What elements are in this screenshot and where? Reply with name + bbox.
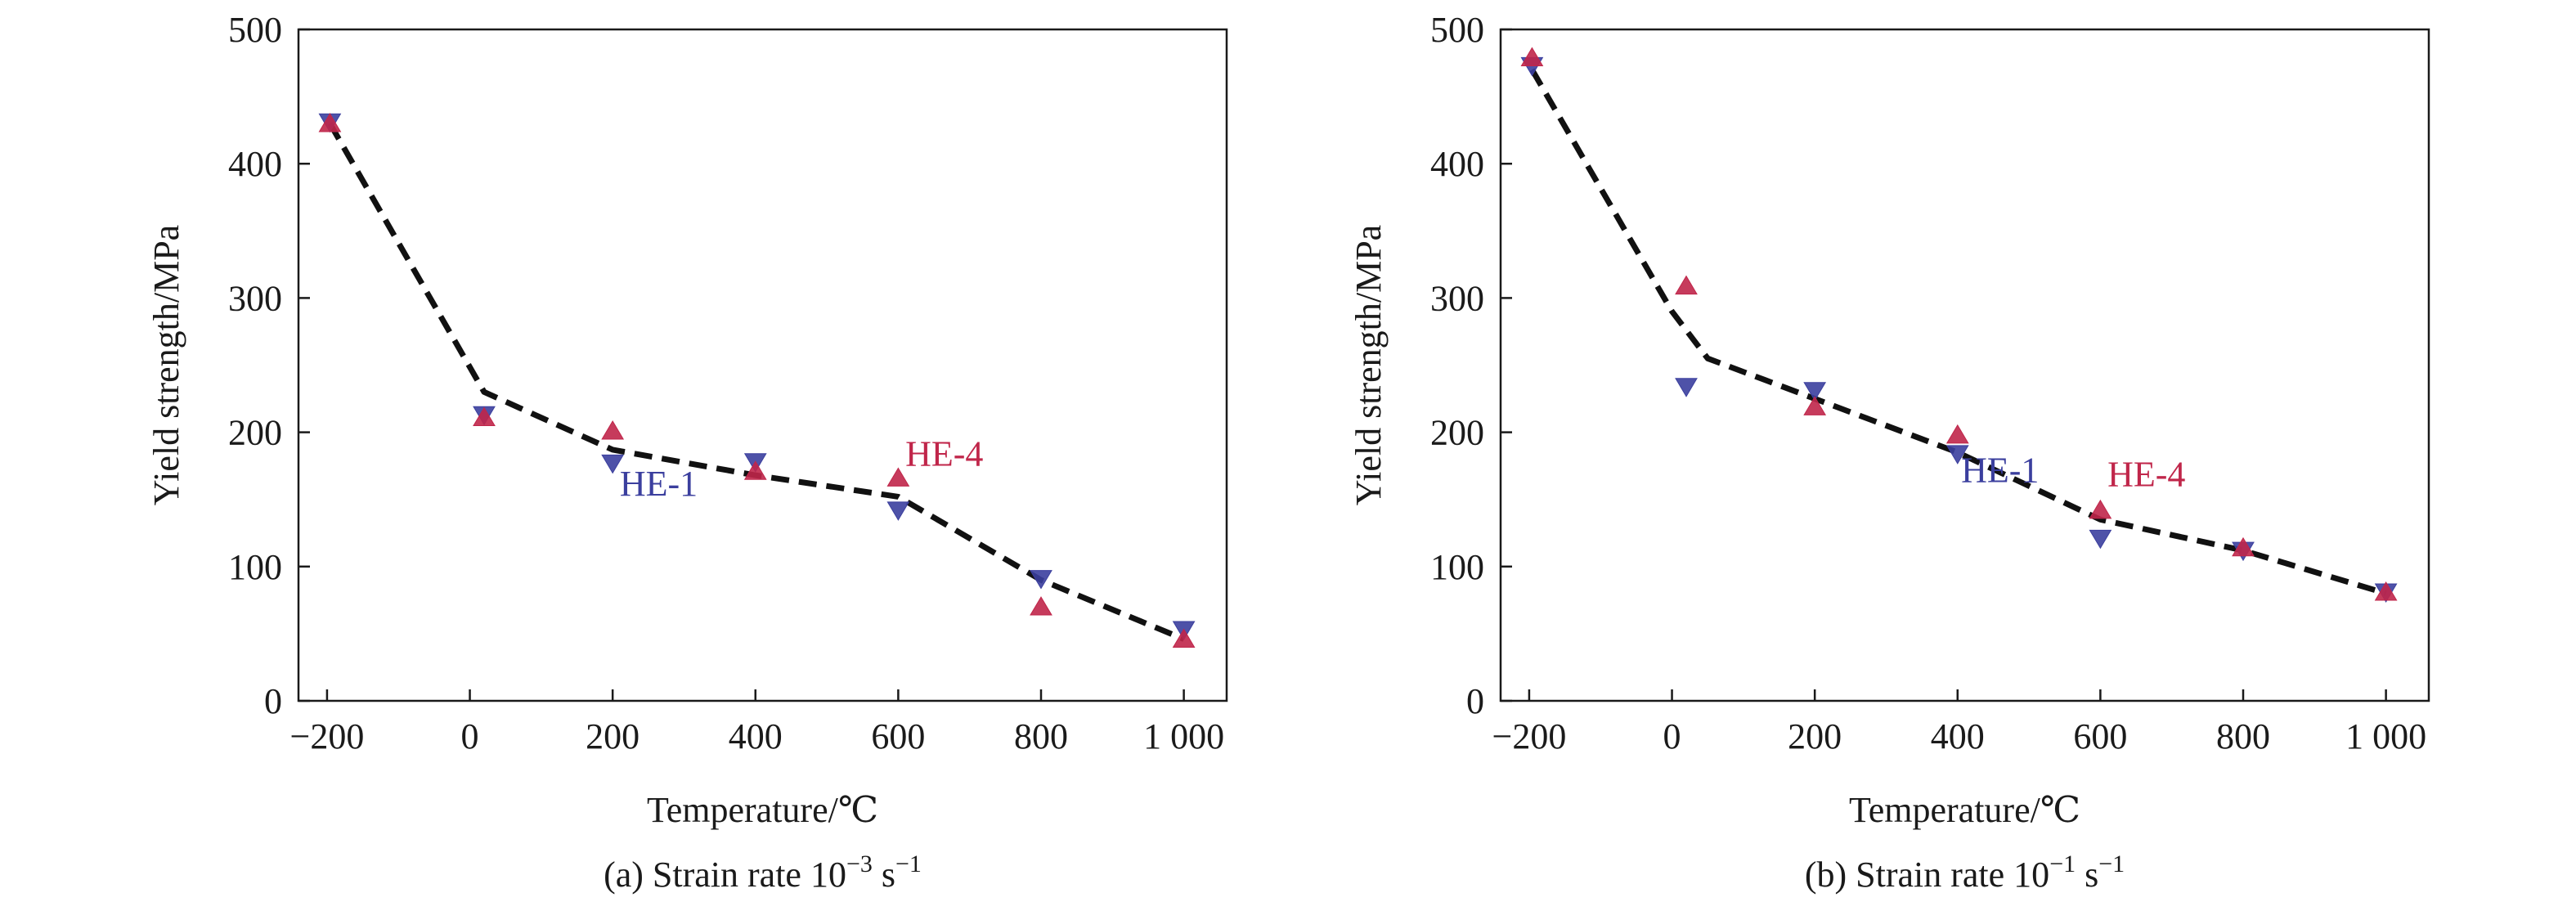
series-annotation-he-4: HE-4 xyxy=(905,434,983,474)
chart-caption: (a) Strain rate 10−3 s−1 xyxy=(604,850,922,895)
plot-frame xyxy=(1499,28,2430,702)
x-tick-label: 400 xyxy=(729,716,783,756)
y-tick-label: 200 xyxy=(1430,413,1484,453)
x-tick-label: 800 xyxy=(1014,716,1068,756)
x-axis-label: Temperature/℃ xyxy=(647,790,878,830)
marker-he-4 xyxy=(743,460,767,480)
marker-he-1 xyxy=(886,501,910,521)
marker-he-4 xyxy=(1675,275,1698,295)
marker-he-4 xyxy=(1172,628,1196,648)
marker-he-4 xyxy=(318,112,342,132)
series-annotation-he-1: HE-1 xyxy=(1961,450,2039,490)
y-tick-label: 500 xyxy=(1430,10,1484,50)
x-axis-label: Temperature/℃ xyxy=(1849,790,2080,830)
marker-he-4 xyxy=(2232,536,2255,557)
series-annotation-he-4: HE-4 xyxy=(2107,454,2185,494)
y-tick-label: 0 xyxy=(264,681,282,721)
chart-caption: (b) Strain rate 10−1 s−1 xyxy=(1805,850,2125,895)
y-tick-label: 100 xyxy=(1430,547,1484,587)
marker-he-4 xyxy=(1803,396,1827,415)
y-tick-label: 300 xyxy=(228,278,282,318)
x-tick-label: 200 xyxy=(1788,716,1842,756)
marker-he-4 xyxy=(473,406,496,427)
y-tick-label: 300 xyxy=(1430,278,1484,318)
marker-he-4 xyxy=(1520,47,1544,66)
marker-he-1 xyxy=(1945,445,1969,464)
y-axis-label: Yield strength/MPa xyxy=(1349,225,1389,505)
x-tick-label: 0 xyxy=(461,716,479,756)
marker-he-1 xyxy=(1030,570,1052,590)
x-tick-label: 800 xyxy=(2216,716,2270,756)
trend-line xyxy=(327,122,1185,642)
x-tick-label: 1 000 xyxy=(2345,716,2426,756)
y-tick-label: 500 xyxy=(228,10,282,50)
marker-he-4 xyxy=(601,420,625,440)
y-tick-label: 200 xyxy=(228,413,282,453)
plot-frame xyxy=(297,28,1228,702)
trend-line xyxy=(1529,68,2387,596)
marker-he-1 xyxy=(601,454,625,474)
x-tick-label: 600 xyxy=(871,716,925,756)
x-tick-label: 400 xyxy=(1931,716,1985,756)
y-tick-label: 0 xyxy=(1466,681,1484,721)
x-tick-label: 1 000 xyxy=(1143,716,1224,756)
marker-he-1 xyxy=(1675,378,1698,397)
y-tick-label: 400 xyxy=(228,144,282,184)
marker-he-1 xyxy=(2089,529,2112,550)
marker-he-4 xyxy=(2089,499,2112,519)
series-annotation-he-1: HE-1 xyxy=(620,464,698,504)
x-tick-label: 200 xyxy=(586,716,640,756)
x-tick-label: −200 xyxy=(1492,716,1567,756)
x-tick-label: 0 xyxy=(1663,716,1681,756)
y-axis-label: Yield strength/MPa xyxy=(146,225,186,505)
marker-he-4 xyxy=(2374,581,2398,601)
marker-he-4 xyxy=(886,467,910,487)
marker-he-4 xyxy=(1030,596,1052,616)
marker-he-1 xyxy=(1803,382,1827,402)
x-tick-label: −200 xyxy=(290,716,365,756)
x-tick-label: 600 xyxy=(2073,716,2127,756)
y-tick-label: 100 xyxy=(228,547,282,587)
y-tick-label: 400 xyxy=(1430,144,1484,184)
marker-he-4 xyxy=(1945,424,1969,444)
